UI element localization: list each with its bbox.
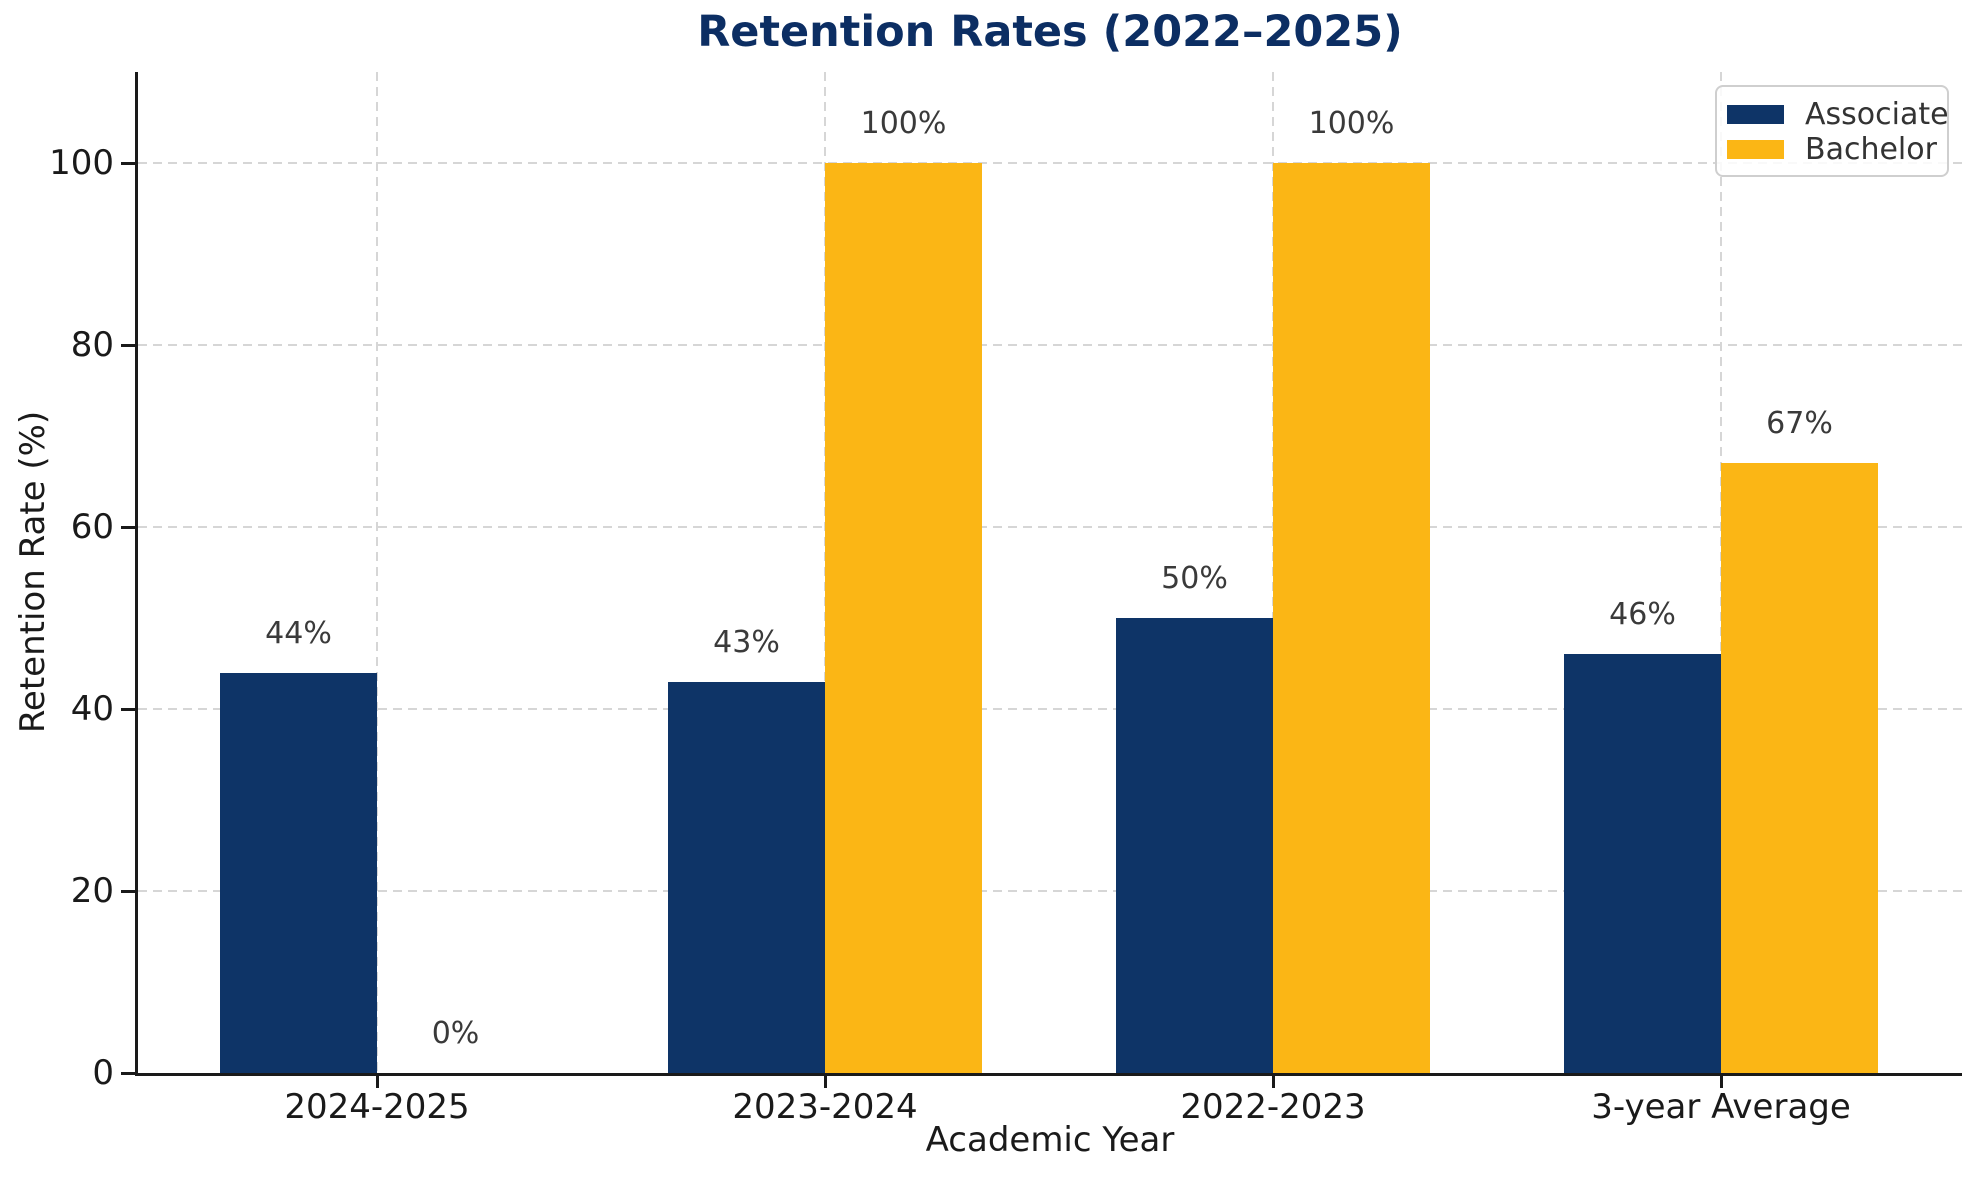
y-tick-label-60: 60 xyxy=(70,507,114,547)
y-tick-80 xyxy=(121,343,135,347)
bachelor-swatch-icon xyxy=(1727,140,1784,159)
bar-value-label-bachelor-3: 100% xyxy=(1308,106,1395,141)
y-tick-100 xyxy=(121,161,135,165)
associate-swatch-icon xyxy=(1727,105,1784,124)
y-tick-40 xyxy=(121,707,135,711)
y-gridline-40 xyxy=(138,708,1962,710)
x-tick-2 xyxy=(823,1073,827,1088)
y-gridline-20 xyxy=(138,890,1962,892)
bar-associate-3 xyxy=(1116,618,1273,1073)
x-axis-label: Academic Year xyxy=(925,1120,1175,1160)
bar-bachelor-4 xyxy=(1721,463,1878,1073)
y-axis-spine xyxy=(135,72,138,1076)
x-tick-label-1: 2024-2025 xyxy=(284,1087,470,1127)
bar-bachelor-3 xyxy=(1273,163,1430,1073)
y-gridline-80 xyxy=(138,344,1962,346)
bar-associate-1 xyxy=(220,672,377,1073)
y-tick-0 xyxy=(121,1071,135,1075)
x-tick-label-3: 2022-2023 xyxy=(1180,1087,1366,1127)
bar-value-label-bachelor-2: 100% xyxy=(860,106,947,141)
y-gridline-60 xyxy=(138,526,1962,528)
bar-associate-4 xyxy=(1564,654,1721,1073)
bar-value-label-associate-2: 43% xyxy=(713,624,780,660)
legend-label-associate: Associate xyxy=(1805,97,1949,132)
x-tick-label-4: 3-year Average xyxy=(1591,1087,1851,1127)
bar-bachelor-2 xyxy=(825,163,982,1073)
x-tick-3 xyxy=(1271,1073,1275,1088)
x-gridline-1 xyxy=(376,72,378,1073)
x-tick-1 xyxy=(375,1073,379,1088)
y-tick-label-100: 100 xyxy=(49,143,114,183)
bar-value-label-associate-4: 46% xyxy=(1609,597,1676,633)
x-tick-label-2: 2023-2024 xyxy=(732,1087,918,1127)
x-tick-4 xyxy=(1719,1073,1723,1088)
y-gridline-100 xyxy=(138,162,1962,164)
y-tick-label-20: 20 xyxy=(70,871,114,911)
legend: Associate Bachelor xyxy=(1715,85,1949,177)
x-axis-spine xyxy=(135,1073,1962,1076)
y-tick-60 xyxy=(121,525,135,529)
bar-associate-2 xyxy=(668,681,825,1073)
y-tick-label-80: 80 xyxy=(70,325,114,365)
bar-value-label-associate-1: 44% xyxy=(265,615,332,651)
legend-item-bachelor: Bachelor xyxy=(1727,132,1937,167)
bar-value-label-associate-3: 50% xyxy=(1161,561,1228,596)
plot-area: 44% 43% 50% 46% 0% 100% 100% 67% 0 20 40 60 80 100 202… xyxy=(49,72,1962,1127)
legend-label-bachelor: Bachelor xyxy=(1805,132,1937,167)
bar-value-label-bachelor-1: 0% xyxy=(431,1016,480,1051)
legend-item-associate: Associate xyxy=(1727,97,1949,132)
chart-title: Retention Rates (2022–2025) xyxy=(697,7,1403,57)
y-tick-20 xyxy=(121,889,135,893)
y-tick-label-0: 0 xyxy=(92,1053,114,1093)
y-axis-label: Retention Rate (%) xyxy=(13,410,53,734)
y-tick-label-40: 40 xyxy=(70,689,114,729)
bar-value-label-bachelor-4: 67% xyxy=(1766,406,1833,442)
